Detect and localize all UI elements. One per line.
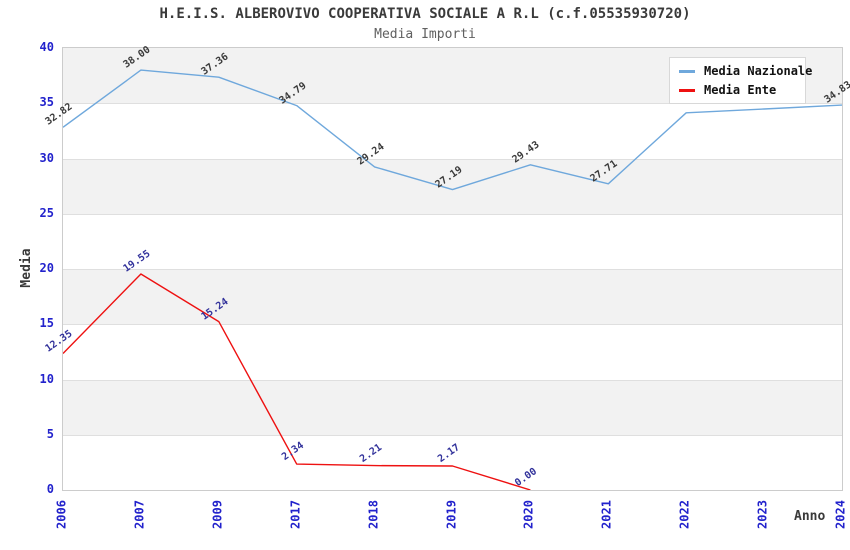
y-grid-band bbox=[63, 379, 842, 435]
x-tick-label: 2018 bbox=[366, 500, 381, 529]
y-gridline bbox=[63, 213, 842, 215]
y-grid-band bbox=[63, 269, 842, 325]
y-gridline bbox=[63, 158, 842, 160]
series-line-media-ente bbox=[63, 273, 531, 490]
y-tick-label: 5 bbox=[46, 426, 54, 441]
x-tick-label: 2020 bbox=[521, 500, 536, 529]
x-tick-label: 2023 bbox=[755, 500, 770, 529]
legend-label-media-ente: Media Ente bbox=[704, 83, 777, 97]
x-axis-title: Anno bbox=[794, 509, 826, 524]
x-tick-label: 2024 bbox=[833, 500, 848, 529]
x-tick-label: 2006 bbox=[54, 500, 69, 529]
x-tick-label: 2022 bbox=[677, 500, 692, 529]
x-tick-label: 2021 bbox=[599, 500, 614, 529]
y-tick-label: 30 bbox=[39, 150, 54, 165]
y-grid-band bbox=[63, 434, 842, 490]
y-tick-label: 25 bbox=[39, 205, 54, 220]
legend-label-media-nazionale: Media Nazionale bbox=[704, 64, 813, 78]
y-tick-label: 15 bbox=[39, 316, 54, 331]
y-gridline bbox=[63, 324, 842, 326]
y-gridline bbox=[63, 269, 842, 270]
plot-area: 32.82 38.00 37.36 34.79 29.24 27.19 29.43 27.71… bbox=[44, 44, 850, 491]
legend: Media Nazionale Media Ente bbox=[669, 57, 812, 104]
legend-item-media-ente: Media Ente bbox=[679, 84, 796, 97]
y-gridline bbox=[63, 434, 842, 436]
y-tick-label: 0 bbox=[46, 482, 54, 496]
y-grid-band bbox=[63, 103, 842, 159]
y-grid-band bbox=[63, 158, 842, 214]
media-ente-line-swatch bbox=[679, 89, 695, 92]
media-nazionale-line-swatch bbox=[679, 70, 695, 73]
y-tick-label: 35 bbox=[39, 95, 54, 110]
chart-title: H.E.I.S. ALBEROVIVO COOPERATIVA SOCIALE … bbox=[159, 6, 691, 22]
chart-subtitle: Media Importi bbox=[374, 27, 476, 42]
y-grid-band bbox=[63, 213, 842, 269]
y-tick-label: 40 bbox=[39, 40, 54, 54]
y-grid-band bbox=[63, 324, 842, 380]
x-tick-label: 2019 bbox=[444, 500, 458, 529]
y-tick-label: 10 bbox=[39, 371, 54, 386]
y-gridline bbox=[63, 103, 842, 105]
legend-item-media-nazionale: Media Nazionale bbox=[679, 65, 812, 78]
series-line-media-nazionale bbox=[63, 69, 842, 191]
y-tick-label: 20 bbox=[39, 261, 54, 275]
x-tick-label: 2009 bbox=[210, 500, 225, 529]
y-gridline bbox=[63, 379, 842, 381]
x-tick-label: 2007 bbox=[132, 500, 147, 529]
x-tick-label: 2017 bbox=[288, 500, 303, 529]
